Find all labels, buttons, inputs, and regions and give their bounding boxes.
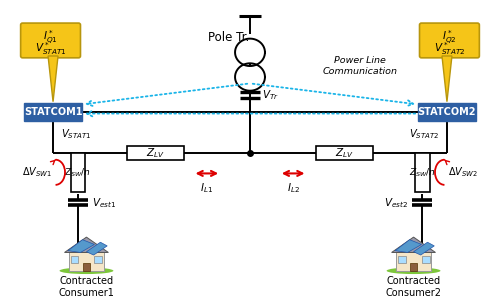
Text: $V_{STAT2}^*$: $V_{STAT2}^*$ (434, 40, 465, 57)
Text: $V_{est1}$: $V_{est1}$ (92, 196, 116, 210)
Polygon shape (48, 56, 58, 102)
Text: $V_{est2}$: $V_{est2}$ (384, 196, 408, 210)
Bar (94, 256, 102, 263)
Polygon shape (442, 56, 452, 102)
Text: Contracted
Consumer2: Contracted Consumer2 (386, 276, 442, 298)
FancyBboxPatch shape (20, 23, 80, 58)
Text: STATCOM1: STATCOM1 (24, 107, 82, 117)
Text: $I_{L2}$: $I_{L2}$ (287, 181, 300, 195)
FancyBboxPatch shape (420, 23, 480, 58)
Bar (422, 256, 430, 263)
Bar (410, 263, 416, 271)
Polygon shape (68, 240, 94, 252)
Bar (418, 103, 476, 121)
Ellipse shape (386, 268, 440, 274)
Text: $I_{Q2}^*$: $I_{Q2}^*$ (442, 29, 457, 47)
Polygon shape (414, 242, 434, 255)
Text: STATCOM2: STATCOM2 (418, 107, 476, 117)
Text: $Z_{LV}$: $Z_{LV}$ (336, 146, 354, 160)
Bar (398, 256, 406, 263)
Bar (316, 146, 374, 160)
Text: $V_{Tr}$: $V_{Tr}$ (262, 88, 280, 102)
Bar (84, 263, 89, 271)
Bar (70, 256, 78, 263)
Bar (414, 153, 430, 192)
Text: $Z_{SW}/n$: $Z_{SW}/n$ (408, 166, 436, 178)
Text: $Z_{SW}/n$: $Z_{SW}/n$ (64, 166, 92, 178)
Polygon shape (86, 242, 107, 255)
Text: Contracted
Consumer1: Contracted Consumer1 (58, 276, 114, 298)
Text: Pole Tr.: Pole Tr. (208, 31, 250, 44)
Ellipse shape (60, 268, 114, 274)
Text: $I_{L1}$: $I_{L1}$ (200, 181, 213, 195)
Text: $V_{STAT2}$: $V_{STAT2}$ (409, 128, 440, 141)
Polygon shape (395, 240, 421, 252)
Text: $\Delta V_{SW1}$: $\Delta V_{SW1}$ (22, 165, 52, 179)
Text: Power Line
Communication: Power Line Communication (322, 56, 397, 76)
Text: $V_{STAT1}^*$: $V_{STAT1}^*$ (35, 40, 66, 57)
Text: $V_{STAT1}$: $V_{STAT1}$ (60, 128, 91, 141)
Text: $Z_{LV}$: $Z_{LV}$ (146, 146, 165, 160)
Text: $\Delta V_{SW2}$: $\Delta V_{SW2}$ (448, 165, 478, 179)
Text: $I_{Q1}^*$: $I_{Q1}^*$ (43, 29, 58, 47)
Polygon shape (64, 237, 108, 252)
Bar (126, 146, 184, 160)
Bar (396, 252, 432, 271)
Bar (68, 252, 104, 271)
Polygon shape (392, 237, 436, 252)
Bar (70, 153, 86, 192)
Bar (24, 103, 82, 121)
